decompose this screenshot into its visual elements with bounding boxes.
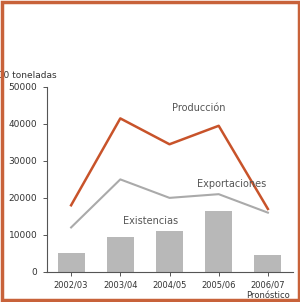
- Text: Exportaciones: Exportaciones: [196, 178, 266, 189]
- Bar: [156, 231, 183, 272]
- Bar: [107, 237, 134, 272]
- Text: 000 toneladas: 000 toneladas: [0, 71, 57, 80]
- Text: Figura 8: Figura 8: [12, 17, 64, 27]
- Text: . Australia: producción de cereales,: . Australia: producción de cereales,: [64, 17, 261, 27]
- Bar: [254, 255, 281, 272]
- Text: Existencias: Existencias: [123, 216, 178, 226]
- Bar: [58, 253, 85, 272]
- Bar: [205, 211, 232, 272]
- Text: Producción: Producción: [172, 103, 226, 113]
- Text: exportaciones y existencias: exportaciones y existencias: [12, 47, 166, 56]
